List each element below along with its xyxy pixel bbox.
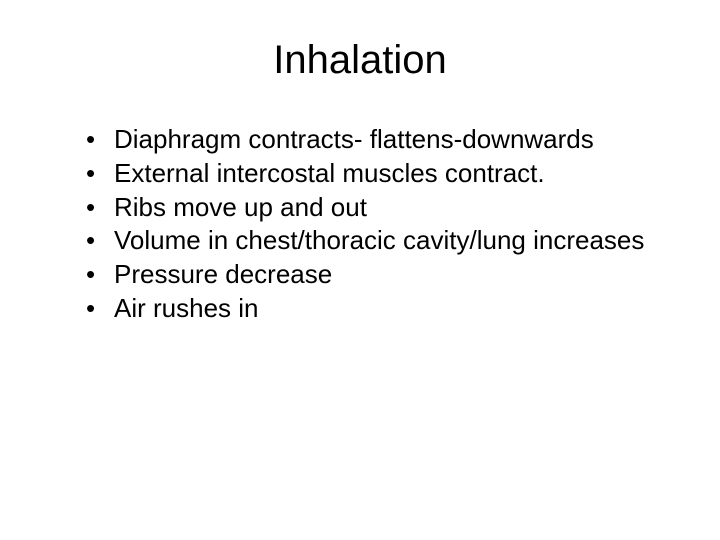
slide: Inhalation Diaphragm contracts- flattens… bbox=[0, 0, 720, 540]
list-item: External intercostal muscles contract. bbox=[80, 157, 660, 191]
list-item: Pressure decrease bbox=[80, 258, 660, 292]
slide-title: Inhalation bbox=[60, 38, 660, 83]
list-item: Diaphragm contracts- flattens-downwards bbox=[80, 123, 660, 157]
list-item: Volume in chest/thoracic cavity/lung inc… bbox=[80, 224, 660, 258]
list-item: Air rushes in bbox=[80, 292, 660, 326]
list-item: Ribs move up and out bbox=[80, 191, 660, 225]
bullet-list: Diaphragm contracts- flattens-downwards … bbox=[80, 123, 660, 326]
